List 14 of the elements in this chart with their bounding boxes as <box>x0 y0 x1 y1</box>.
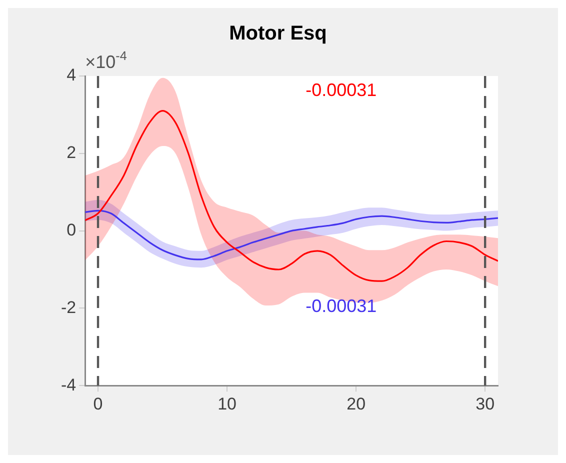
line-series <box>85 110 498 282</box>
y-tick-label: 4 <box>66 66 76 85</box>
y-tick-label: 0 <box>66 220 76 240</box>
annotation: -0.00031 <box>306 296 377 316</box>
y-tick-label: -4 <box>60 375 76 394</box>
annotation: -0.00031 <box>306 80 377 100</box>
x-tick-label: 0 <box>93 394 103 414</box>
x-tick-label: 10 <box>218 394 237 414</box>
x-tick-label: 20 <box>346 394 366 414</box>
line-series <box>85 210 498 260</box>
y-tick-label: -2 <box>60 298 76 317</box>
chart-title: Motor Esq <box>229 22 327 45</box>
x-tick-label: 30 <box>476 394 495 414</box>
y-tick-label: 2 <box>66 143 76 162</box>
